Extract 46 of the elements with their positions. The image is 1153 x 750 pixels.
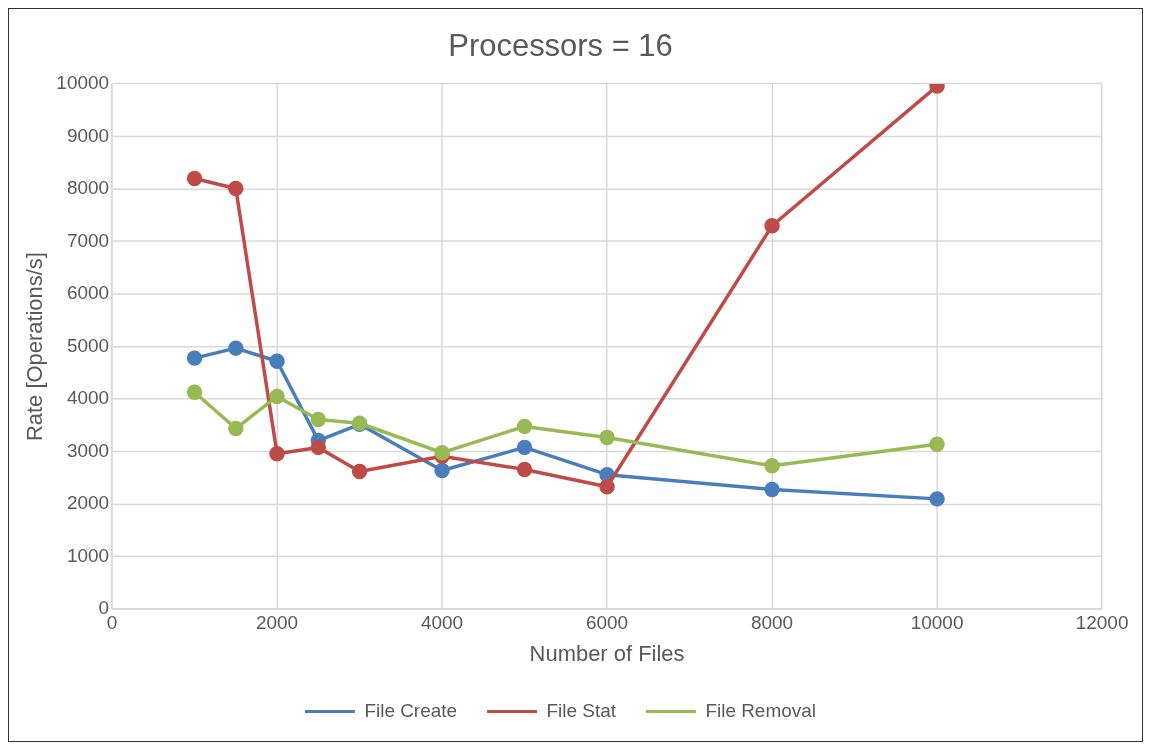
- point: [351, 463, 368, 480]
- point: [228, 180, 244, 197]
- point: [929, 436, 945, 452]
- x-tick-label: 2000: [255, 611, 299, 633]
- legend-label: File Create: [364, 699, 458, 721]
- y-tick-label: 9000: [66, 124, 110, 146]
- point: [599, 429, 615, 446]
- x-tick-label: 8000: [750, 611, 794, 633]
- x-tick-label: 10000: [910, 611, 964, 633]
- chart-title: Processors = 16: [448, 28, 673, 64]
- point: [516, 461, 533, 478]
- y-tick-label: 1000: [66, 544, 110, 566]
- point: [434, 444, 450, 461]
- point: [269, 388, 285, 405]
- point: [310, 411, 327, 428]
- point: [516, 418, 533, 435]
- x-tick-label: 4000: [420, 611, 464, 633]
- y-tick-label: 6000: [66, 282, 110, 304]
- point: [434, 462, 450, 479]
- y-tick-label: 10000: [56, 72, 110, 94]
- y-tick-label: 3000: [66, 439, 110, 461]
- point: [269, 445, 285, 462]
- point: [186, 384, 203, 400]
- x-tick-label: 6000: [585, 611, 629, 633]
- point: [228, 420, 244, 437]
- x-axis-title: Number of Files: [529, 641, 685, 667]
- point: [764, 218, 780, 234]
- point: [269, 353, 285, 370]
- point: [599, 479, 615, 495]
- x-tick-label: 12000: [1075, 611, 1129, 633]
- y-tick-label: 5000: [66, 334, 110, 356]
- legend-label: File Stat: [546, 699, 617, 721]
- point: [929, 491, 945, 507]
- point: [228, 340, 244, 356]
- point: [764, 481, 780, 498]
- y-tick-label: 7000: [66, 229, 110, 251]
- legend-label: File Removal: [705, 699, 816, 721]
- y-tick-label: 2000: [66, 492, 110, 514]
- y-axis-title: Rate [Operations/s]: [22, 252, 48, 442]
- point: [186, 170, 203, 187]
- point: [516, 439, 533, 456]
- y-tick-label: 8000: [66, 177, 110, 199]
- point: [186, 350, 203, 366]
- point: [764, 458, 780, 474]
- point: [310, 439, 327, 456]
- y-tick-label: 4000: [66, 387, 110, 409]
